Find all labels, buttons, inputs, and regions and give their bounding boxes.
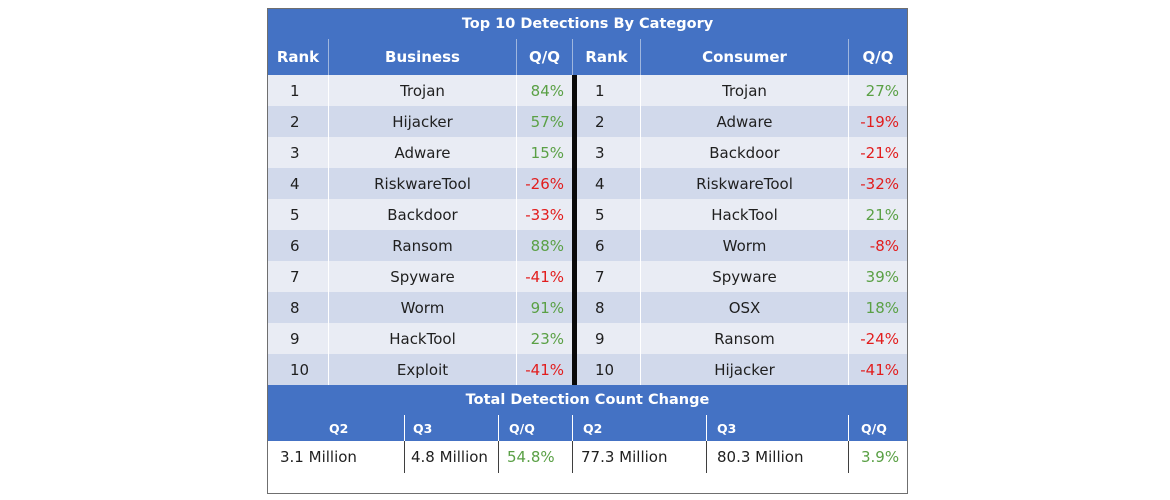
- qq-consumer: -19%: [860, 112, 899, 131]
- consumer-category: HackTool: [641, 199, 849, 230]
- consumer-category: RiskwareTool: [641, 168, 849, 199]
- qq-consumer: -21%: [860, 143, 899, 162]
- qq-consumer: -24%: [860, 329, 899, 348]
- qq-consumer: -32%: [860, 174, 899, 193]
- rank-business: 6: [268, 230, 329, 261]
- rank-business: 1: [268, 75, 329, 106]
- business-category: Ransom: [329, 230, 517, 261]
- qq-consumer: 21%: [865, 205, 899, 224]
- qq-business: -33%: [517, 199, 573, 230]
- qq-business: 91%: [517, 292, 573, 323]
- qq-consumer: -41%: [860, 360, 899, 379]
- rank-business: 7: [268, 261, 329, 292]
- qq-business: 84%: [517, 75, 573, 106]
- total-header-qq-consumer: Q/Q: [861, 420, 887, 436]
- consumer-category: OSX: [641, 292, 849, 323]
- total-values-row: 3.1 Million 4.8 Million 54.8% 77.3 Milli…: [268, 441, 907, 473]
- rank-business: 5: [268, 199, 329, 230]
- header-qq-business: Q/Q: [517, 39, 573, 75]
- business-category: Worm: [329, 292, 517, 323]
- rank-consumer: 6: [573, 230, 641, 261]
- business-category: HackTool: [329, 323, 517, 354]
- rank-business: 8: [268, 292, 329, 323]
- table-row: 5 Backdoor -33% 5 HackTool 21%: [268, 199, 907, 230]
- business-category: Spyware: [329, 261, 517, 292]
- rank-business: 10: [268, 354, 329, 385]
- qq-consumer: -8%: [869, 236, 899, 255]
- consumer-category: Hijacker: [641, 354, 849, 385]
- table-row: 1 Trojan 84% 1 Trojan 27%: [268, 75, 907, 106]
- total-qq-business: 54.8%: [499, 441, 573, 473]
- rank-consumer: 4: [573, 168, 641, 199]
- qq-business: 15%: [517, 137, 573, 168]
- rank-business: 4: [268, 168, 329, 199]
- consumer-category: Worm: [641, 230, 849, 261]
- total-header-row: Q2 Q3 Q/Q Q2 Q3 Q/Q: [268, 415, 907, 441]
- table-row: 8 Worm 91% 8 OSX 18%: [268, 292, 907, 323]
- business-category: Backdoor: [329, 199, 517, 230]
- header-business: Business: [329, 39, 517, 75]
- consumer-category: Trojan: [641, 75, 849, 106]
- business-category: RiskwareTool: [329, 168, 517, 199]
- qq-consumer: 27%: [865, 81, 899, 100]
- consumer-category: Adware: [641, 106, 849, 137]
- total-header-q2-consumer: Q2: [573, 415, 707, 441]
- business-category: Trojan: [329, 75, 517, 106]
- rank-consumer: 1: [573, 75, 641, 106]
- column-header-row: Rank Business Q/Q Rank Consumer Q/Q: [268, 39, 907, 75]
- total-header-q3-consumer: Q3: [707, 415, 849, 441]
- header-rank-consumer: Rank: [573, 39, 641, 75]
- qq-business: -41%: [517, 354, 573, 385]
- table-row: 9 HackTool 23% 9 Ransom -24%: [268, 323, 907, 354]
- rank-consumer: 9: [573, 323, 641, 354]
- rank-consumer: 7: [573, 261, 641, 292]
- qq-business: -26%: [517, 168, 573, 199]
- header-qq-consumer: Q/Q: [862, 48, 894, 66]
- rank-consumer: 10: [573, 354, 641, 385]
- rank-consumer: 5: [573, 199, 641, 230]
- total-title: Total Detection Count Change: [268, 385, 907, 415]
- total-header-q2-business: Q2: [268, 415, 405, 441]
- table-row: 3 Adware 15% 3 Backdoor -21%: [268, 137, 907, 168]
- rank-business: 3: [268, 137, 329, 168]
- table-row: 7 Spyware -41% 7 Spyware 39%: [268, 261, 907, 292]
- total-q3-consumer: 80.3 Million: [707, 441, 849, 473]
- qq-business: 88%: [517, 230, 573, 261]
- column-divider: [572, 75, 577, 385]
- qq-business: -41%: [517, 261, 573, 292]
- table-row: 10 Exploit -41% 10 Hijacker -41%: [268, 354, 907, 385]
- header-rank-business: Rank: [268, 39, 329, 75]
- qq-consumer: 18%: [865, 298, 899, 317]
- total-header-qq-business: Q/Q: [499, 415, 573, 441]
- business-category: Exploit: [329, 354, 517, 385]
- consumer-category: Spyware: [641, 261, 849, 292]
- rank-consumer: 2: [573, 106, 641, 137]
- table-row: 6 Ransom 88% 6 Worm -8%: [268, 230, 907, 261]
- total-q2-consumer: 77.3 Million: [573, 441, 707, 473]
- consumer-category: Ransom: [641, 323, 849, 354]
- qq-business: 57%: [517, 106, 573, 137]
- header-consumer: Consumer: [641, 39, 849, 75]
- business-category: Adware: [329, 137, 517, 168]
- rank-business: 9: [268, 323, 329, 354]
- total-q3-business: 4.8 Million: [405, 441, 499, 473]
- rank-consumer: 8: [573, 292, 641, 323]
- total-q2-business: 3.1 Million: [268, 441, 405, 473]
- table-row: 2 Hijacker 57% 2 Adware -19%: [268, 106, 907, 137]
- qq-consumer: 39%: [865, 267, 899, 286]
- rank-business: 2: [268, 106, 329, 137]
- qq-business: 23%: [517, 323, 573, 354]
- total-header-q3-business: Q3: [405, 415, 499, 441]
- total-qq-consumer: 3.9%: [861, 448, 900, 466]
- table-title: Top 10 Detections By Category: [268, 9, 907, 39]
- business-category: Hijacker: [329, 106, 517, 137]
- detections-table: Top 10 Detections By Category Rank Busin…: [267, 8, 908, 494]
- table-row: 4 RiskwareTool -26% 4 RiskwareTool -32%: [268, 168, 907, 199]
- consumer-category: Backdoor: [641, 137, 849, 168]
- rank-consumer: 3: [573, 137, 641, 168]
